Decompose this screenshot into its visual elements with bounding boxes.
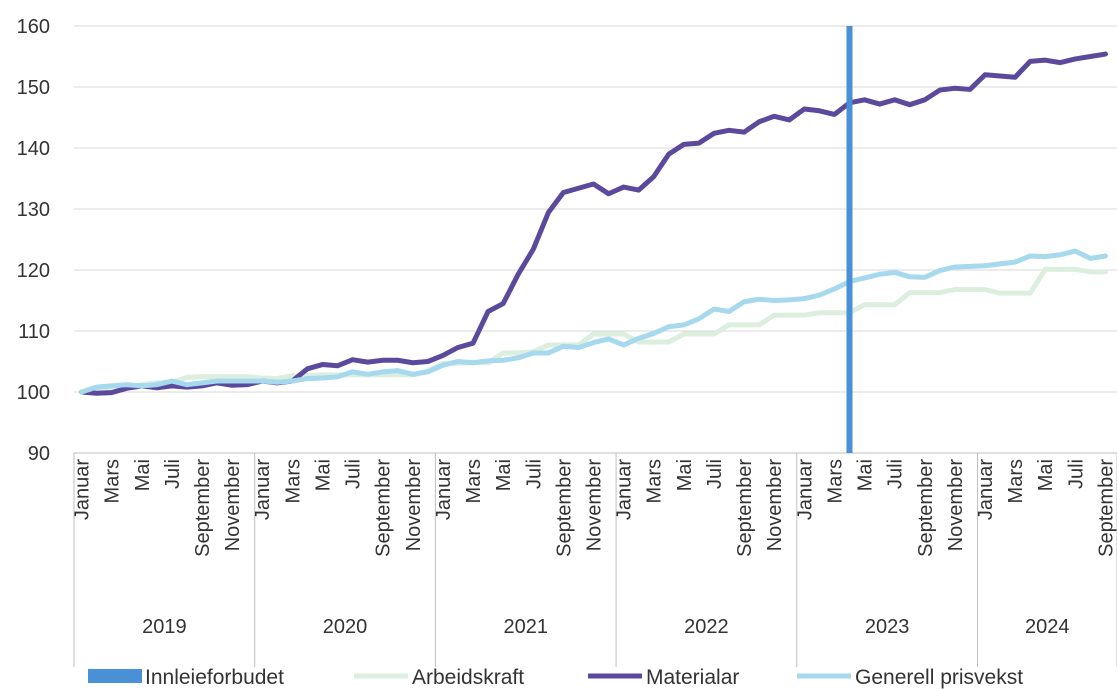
year-label: 2021 [503, 616, 548, 638]
y-tick-label: 130 [17, 199, 50, 221]
month-label: September [553, 459, 575, 557]
y-tick-label: 160 [17, 16, 50, 38]
month-label: Juli [704, 459, 726, 489]
month-label: September [192, 459, 214, 557]
y-tick-label: 110 [18, 321, 50, 343]
month-label: Juli [1065, 459, 1087, 489]
year-label: 2024 [1025, 616, 1070, 638]
legend-label-arbeidskraft: Arbeidskraft [412, 666, 524, 689]
series-line-generell-prisvekst [79, 248, 1108, 395]
month-label: Mai [312, 459, 334, 491]
y-tick-label: 100 [17, 382, 50, 404]
month-label: Januar [975, 459, 997, 520]
y-axis: 90 100 110 120 130 140 150 160 [17, 16, 50, 465]
y-tick-label: 150 [17, 77, 50, 99]
month-label: Mars [102, 459, 124, 503]
month-label: November [222, 459, 244, 552]
month-label: Mai [493, 459, 515, 491]
month-label: Mai [132, 459, 154, 491]
month-label: Januar [72, 459, 94, 520]
month-label: September [1095, 459, 1117, 557]
month-label: Juli [885, 459, 907, 489]
month-label: Mai [1035, 459, 1057, 491]
legend-swatch-innleieforbudet [88, 669, 142, 683]
month-label: Juli [523, 459, 545, 489]
legend-label-generell-prisvekst: Generell prisvekst [855, 666, 1023, 689]
month-label: Januar [794, 459, 816, 520]
y-tick-label: 90 [28, 443, 50, 465]
month-label: Mars [282, 459, 304, 503]
y-tick-label: 120 [17, 260, 50, 282]
month-label: Juli [343, 459, 365, 489]
gridlines [74, 25, 1117, 393]
month-label: November [584, 459, 606, 552]
legend-label-materialar: Materialar [646, 666, 739, 689]
month-label: Januar [252, 459, 274, 520]
legend-label-innleieforbudet: Innleieforbudet [145, 666, 284, 689]
month-label: September [915, 459, 937, 557]
month-label: November [764, 459, 786, 552]
month-label: Mai [674, 459, 696, 491]
month-label: Mai [855, 459, 877, 491]
month-label: Mars [824, 459, 846, 503]
x-axis: 2019 2020 2021 2022 2023 2024 Januar Mars Mai Jul… [72, 452, 1117, 667]
month-label: Mars [463, 459, 485, 503]
year-label: 2023 [865, 616, 910, 638]
year-label: 2022 [684, 616, 729, 638]
y-tick-label: 140 [17, 138, 50, 160]
series-line-arbeidskraft [79, 266, 1108, 395]
month-label: Mars [1005, 459, 1027, 503]
marker-layer [846, 26, 853, 453]
month-label: Januar [614, 459, 636, 520]
year-label: 2020 [323, 616, 368, 638]
month-label: September [734, 459, 756, 557]
legend: Innleieforbudet Arbeidskraft Materialar Gen… [88, 666, 1023, 689]
month-label: Mars [644, 459, 666, 503]
month-label: Januar [433, 459, 455, 520]
month-label: November [403, 459, 425, 552]
month-label: Juli [162, 459, 184, 489]
month-label: November [945, 459, 967, 552]
innleieforbudet-marker [846, 26, 853, 453]
plot-area [79, 51, 1108, 396]
month-label: September [373, 459, 395, 557]
year-label: 2019 [142, 616, 187, 638]
